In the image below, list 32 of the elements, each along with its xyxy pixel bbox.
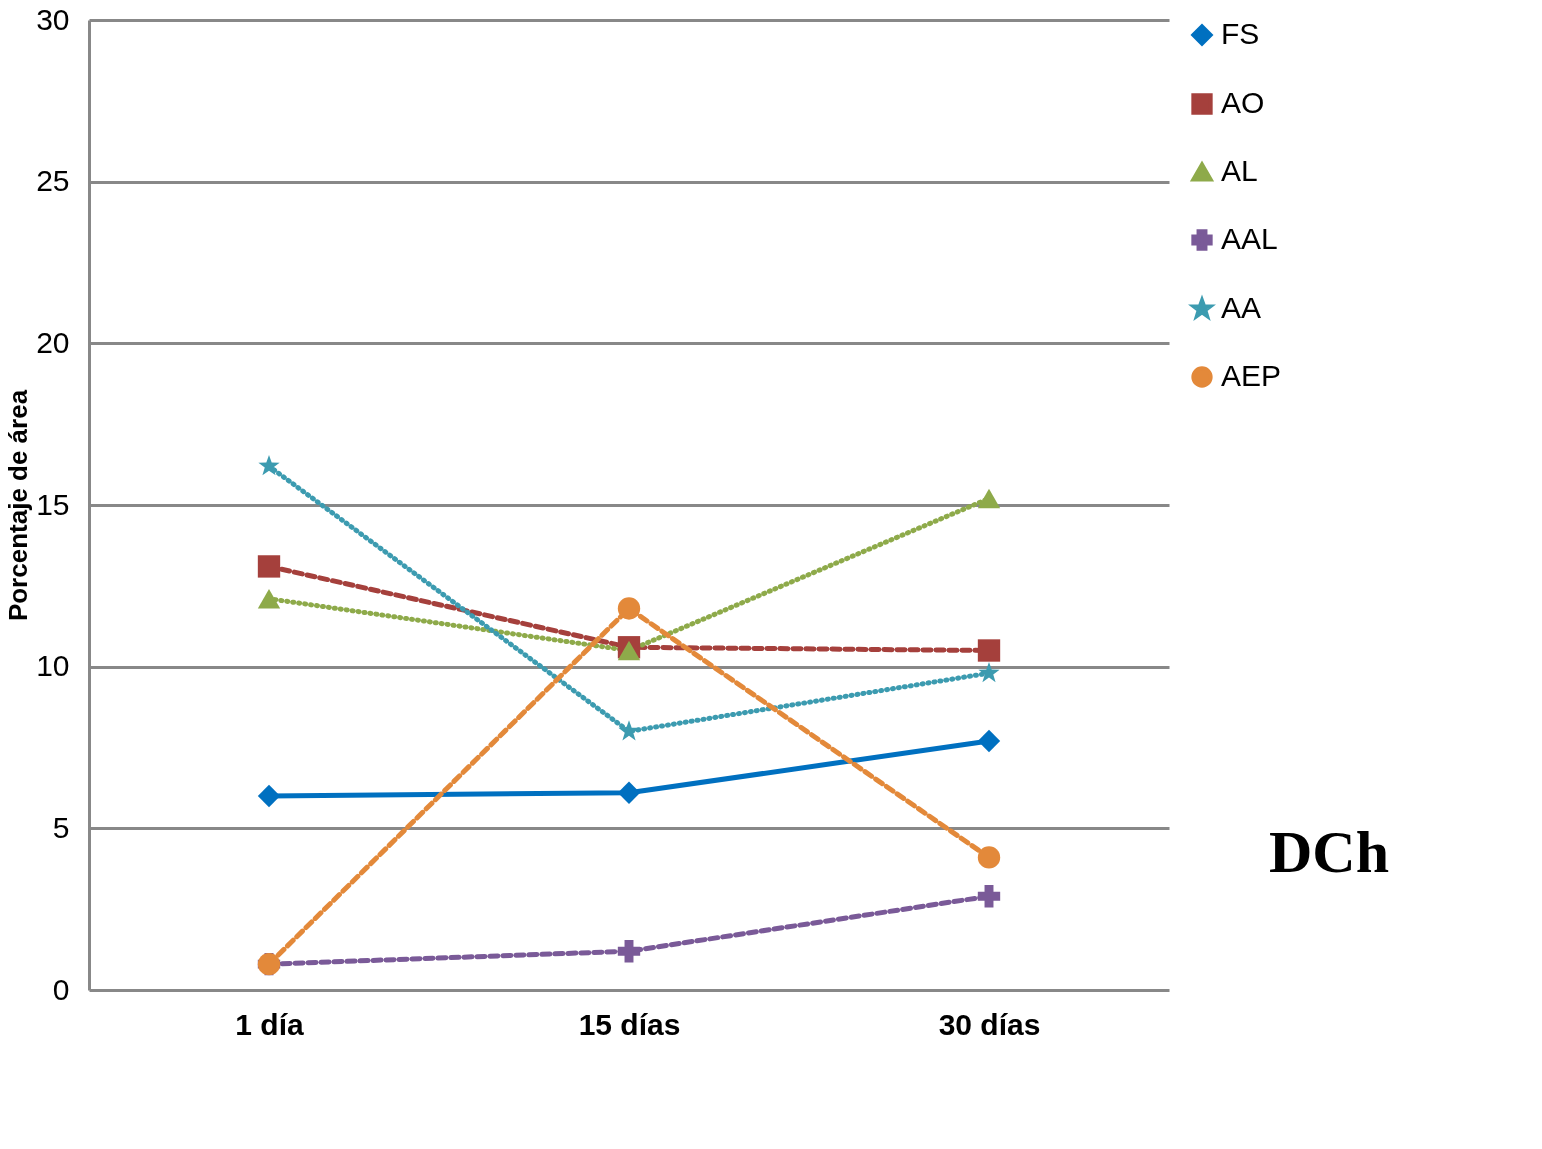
point: [977, 639, 1001, 662]
legend-label: AO: [1221, 86, 1265, 119]
x-tick-label: 15 días: [578, 1007, 681, 1041]
x-tick-label: 30 días: [938, 1007, 1041, 1041]
point: [257, 589, 281, 609]
y-tick-label: 5: [52, 810, 70, 844]
legend-label: AA: [1221, 291, 1262, 324]
legend-label: AAL: [1221, 222, 1278, 255]
point: [977, 488, 1001, 509]
y-axis-title: Porcentaje de área: [3, 389, 34, 622]
legend-label: AL: [1221, 154, 1258, 187]
point: [617, 781, 641, 804]
x-tick-label: 1 día: [235, 1007, 304, 1041]
y-tick-label: 25: [36, 164, 70, 198]
point: [257, 555, 281, 578]
y-tick-label: 0: [52, 972, 70, 1006]
y-tick-label: 15: [36, 487, 70, 521]
y-tick-label: 30: [36, 2, 70, 36]
point: [617, 597, 641, 620]
point: [617, 940, 641, 963]
point: [258, 455, 280, 476]
point: [977, 885, 1001, 908]
y-tick-label: 20: [36, 325, 70, 359]
text: DCh: [1269, 819, 1390, 886]
point: [257, 784, 281, 808]
point: [978, 661, 1000, 683]
point: [977, 729, 1001, 753]
point: [977, 846, 1001, 869]
legend-label: AEP: [1221, 359, 1282, 392]
y-tick-label: 10: [36, 649, 70, 683]
legend-label: FS: [1221, 17, 1260, 50]
point: [618, 720, 640, 741]
